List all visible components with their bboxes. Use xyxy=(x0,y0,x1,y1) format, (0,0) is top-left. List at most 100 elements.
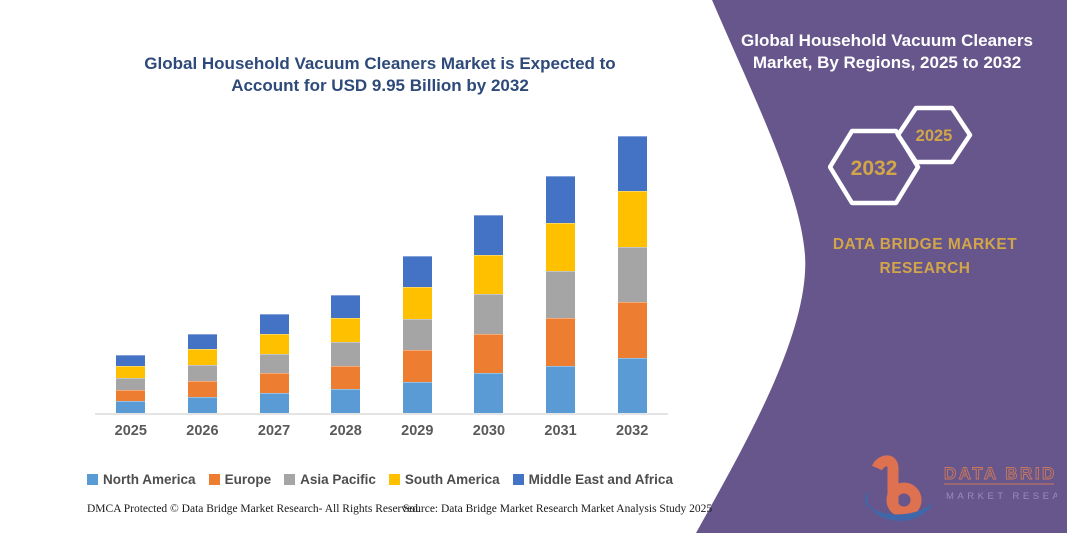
bar-2025 xyxy=(95,354,166,413)
segment-2025-middle-east-and-africa xyxy=(116,354,146,367)
legend-label-europe: Europe xyxy=(224,472,272,487)
segment-2029-south-america xyxy=(402,287,432,319)
segment-2030-south-america xyxy=(474,254,504,295)
bar-2027 xyxy=(239,314,310,413)
legend-item-south-america: South America xyxy=(388,472,500,487)
x-axis-label-2028: 2028 xyxy=(329,423,362,439)
segment-2028-north-america xyxy=(331,389,361,413)
chart-title-line2: Account for USD 9.95 Billion by 2032 xyxy=(231,75,529,95)
bar-2032 xyxy=(597,135,668,413)
legend-item-middle-east-and-africa: Middle East and Africa xyxy=(512,472,673,487)
segment-2032-europe xyxy=(617,302,647,358)
segment-2031-middle-east-and-africa xyxy=(546,176,576,224)
segment-2028-middle-east-and-africa xyxy=(331,294,361,319)
x-axis-labels: 2025 2026 2027 2028 2029 2030 2031 2032 xyxy=(95,423,668,439)
x-axis-label-2032: 2032 xyxy=(616,423,649,439)
bar-2029 xyxy=(382,255,453,413)
bar-2031 xyxy=(525,176,596,413)
segment-2026-north-america xyxy=(187,397,217,413)
segment-2031-asia-pacific xyxy=(546,270,576,319)
segment-2029-asia-pacific xyxy=(402,318,432,350)
x-axis-label-2030: 2030 xyxy=(472,423,506,439)
footer-source-text: Source: Data Bridge Market Research Mark… xyxy=(403,503,713,515)
legend-label-asia-pacific: Asia Pacific xyxy=(300,472,376,487)
hexagon-2025: 2025 xyxy=(895,105,973,165)
segment-2028-south-america xyxy=(331,318,361,342)
legend-item-asia-pacific: Asia Pacific xyxy=(284,472,376,487)
x-axis-label-2027: 2027 xyxy=(257,423,291,439)
brand-text: DATA BRIDGE MARKET RESEARCH xyxy=(793,233,1057,281)
badge-2032-label: 2032 xyxy=(851,157,898,180)
logo-text-line1: DATA BRIDGE xyxy=(944,464,1057,483)
segment-2032-north-america xyxy=(617,357,647,413)
segment-2028-europe xyxy=(331,365,361,390)
segment-2027-north-america xyxy=(259,393,289,413)
stacked-bar-2027 xyxy=(259,314,289,413)
segment-2030-europe xyxy=(474,333,504,374)
segment-2026-asia-pacific xyxy=(187,365,217,382)
chart-title-line1: Global Household Vacuum Cleaners Market … xyxy=(144,54,616,73)
panel-header-line2: Market, By Regions, 2025 to 2032 xyxy=(752,53,1022,73)
segment-2032-middle-east-and-africa xyxy=(617,135,647,191)
segment-2026-europe xyxy=(187,381,217,398)
segment-2030-asia-pacific xyxy=(474,294,504,334)
legend-swatch-europe xyxy=(208,474,220,485)
segment-2031-north-america xyxy=(546,365,576,413)
segment-2025-asia-pacific xyxy=(116,377,146,390)
segment-2031-south-america xyxy=(546,223,576,271)
segment-2032-asia-pacific xyxy=(617,246,647,302)
segment-2029-middle-east-and-africa xyxy=(402,255,432,287)
segment-2031-europe xyxy=(546,318,576,366)
legend-item-north-america: North America xyxy=(87,472,196,487)
legend-swatch-asia-pacific xyxy=(284,474,296,485)
legend-swatch-south-america xyxy=(388,474,400,485)
bar-2028 xyxy=(310,294,381,413)
panel-header: Global Household Vacuum Cleaners Market,… xyxy=(738,30,1036,75)
segment-2027-asia-pacific xyxy=(259,353,289,374)
legend-label-middle-east-and-africa: Middle East and Africa xyxy=(528,472,673,487)
legend-swatch-north-america xyxy=(87,474,99,485)
badge-2025-label: 2025 xyxy=(916,127,953,145)
segment-2025-south-america xyxy=(116,366,146,378)
segment-2025-europe xyxy=(116,389,146,402)
stacked-bar-2032 xyxy=(617,135,647,413)
segment-2026-south-america xyxy=(187,349,217,366)
year-hexagon-badges: 2032 2025 xyxy=(828,105,973,206)
segment-2027-europe xyxy=(259,373,289,394)
stacked-bar-2029 xyxy=(402,255,432,413)
brand-text-line2: RESEARCH xyxy=(879,260,971,278)
stacked-bar-2026 xyxy=(187,333,217,413)
x-axis-label-2026: 2026 xyxy=(186,423,219,439)
hexagon-2032: 2032 xyxy=(828,128,921,206)
plot-area xyxy=(95,118,668,415)
segment-2025-north-america xyxy=(116,401,146,413)
dbmr-logo: DATA BRIDGE MARKET RESEARCH xyxy=(865,455,1057,521)
segment-2026-middle-east-and-africa xyxy=(187,333,217,350)
x-axis-label-2025: 2025 xyxy=(114,423,147,439)
dbmr-logo-text: DATA BRIDGE MARKET RESEARCH xyxy=(944,464,1057,502)
x-axis-label-2029: 2029 xyxy=(401,423,434,439)
chart-title: Global Household Vacuum Cleaners Market … xyxy=(95,53,665,97)
stacked-bar-2031 xyxy=(546,176,576,413)
stacked-bar-2028 xyxy=(331,294,361,413)
legend-label-north-america: North America xyxy=(103,472,196,487)
legend-item-europe: Europe xyxy=(208,472,272,487)
legend-label-south-america: South America xyxy=(404,472,500,487)
segment-2027-south-america xyxy=(259,333,289,354)
segment-2027-middle-east-and-africa xyxy=(259,314,289,334)
segment-2029-europe xyxy=(402,350,432,382)
legend: North America Europe Asia Pacific South Ame… xyxy=(80,472,680,487)
stacked-bar-2030 xyxy=(474,215,504,413)
segment-2030-north-america xyxy=(474,373,504,413)
segment-2028-asia-pacific xyxy=(331,341,361,366)
brand-text-line1: DATA BRIDGE MARKET xyxy=(832,236,1018,253)
x-axis-label-2031: 2031 xyxy=(544,423,577,439)
dbmr-logo-mark-icon xyxy=(865,455,934,521)
segment-2032-south-america xyxy=(617,191,647,247)
stacked-bar-2025 xyxy=(116,354,146,413)
legend-swatch-middle-east-and-africa xyxy=(512,474,524,485)
segment-2029-north-america xyxy=(402,381,432,413)
panel-header-line1: Global Household Vacuum Cleaners xyxy=(741,31,1033,50)
